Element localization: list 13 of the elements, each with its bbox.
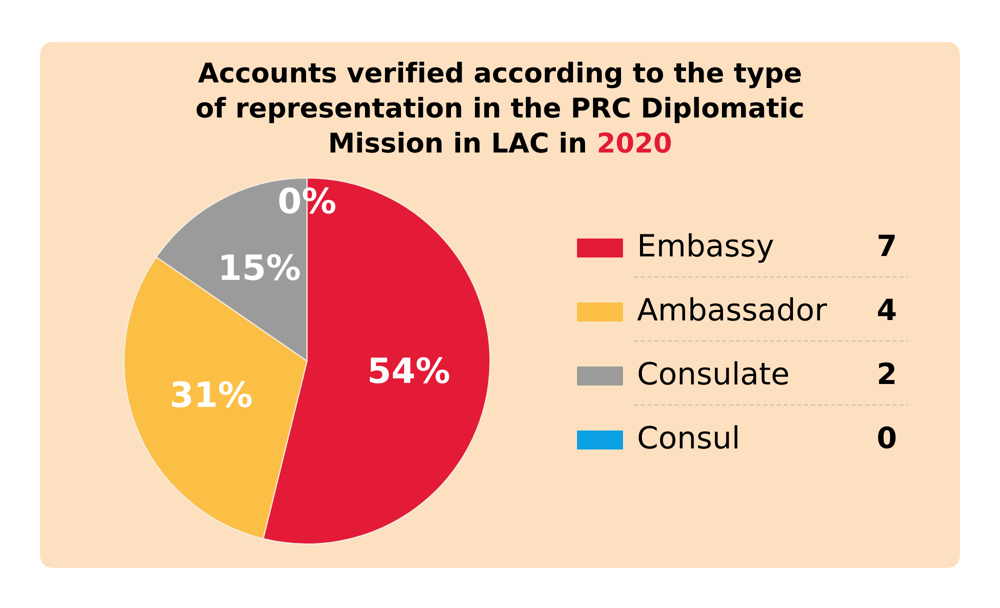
text: 0 xyxy=(878,426,896,448)
data-label: 4 xyxy=(878,298,896,320)
legend-label: Embassy xyxy=(640,233,774,263)
text: 15% xyxy=(222,254,300,280)
text: 31% xyxy=(172,381,252,408)
text: 0% xyxy=(279,187,336,214)
data-label: 7 xyxy=(878,234,895,256)
legend-label: Ambassador xyxy=(637,297,827,321)
legend-label: Consulate xyxy=(638,361,788,385)
text: 54% xyxy=(370,357,450,384)
legend-label: Consul xyxy=(638,425,738,449)
chart-title: Accounts verified according to the type of representation in the PRC Diplomatic Mission in LAC in 2020 xyxy=(196,62,803,153)
data-label: 2 xyxy=(879,362,894,384)
